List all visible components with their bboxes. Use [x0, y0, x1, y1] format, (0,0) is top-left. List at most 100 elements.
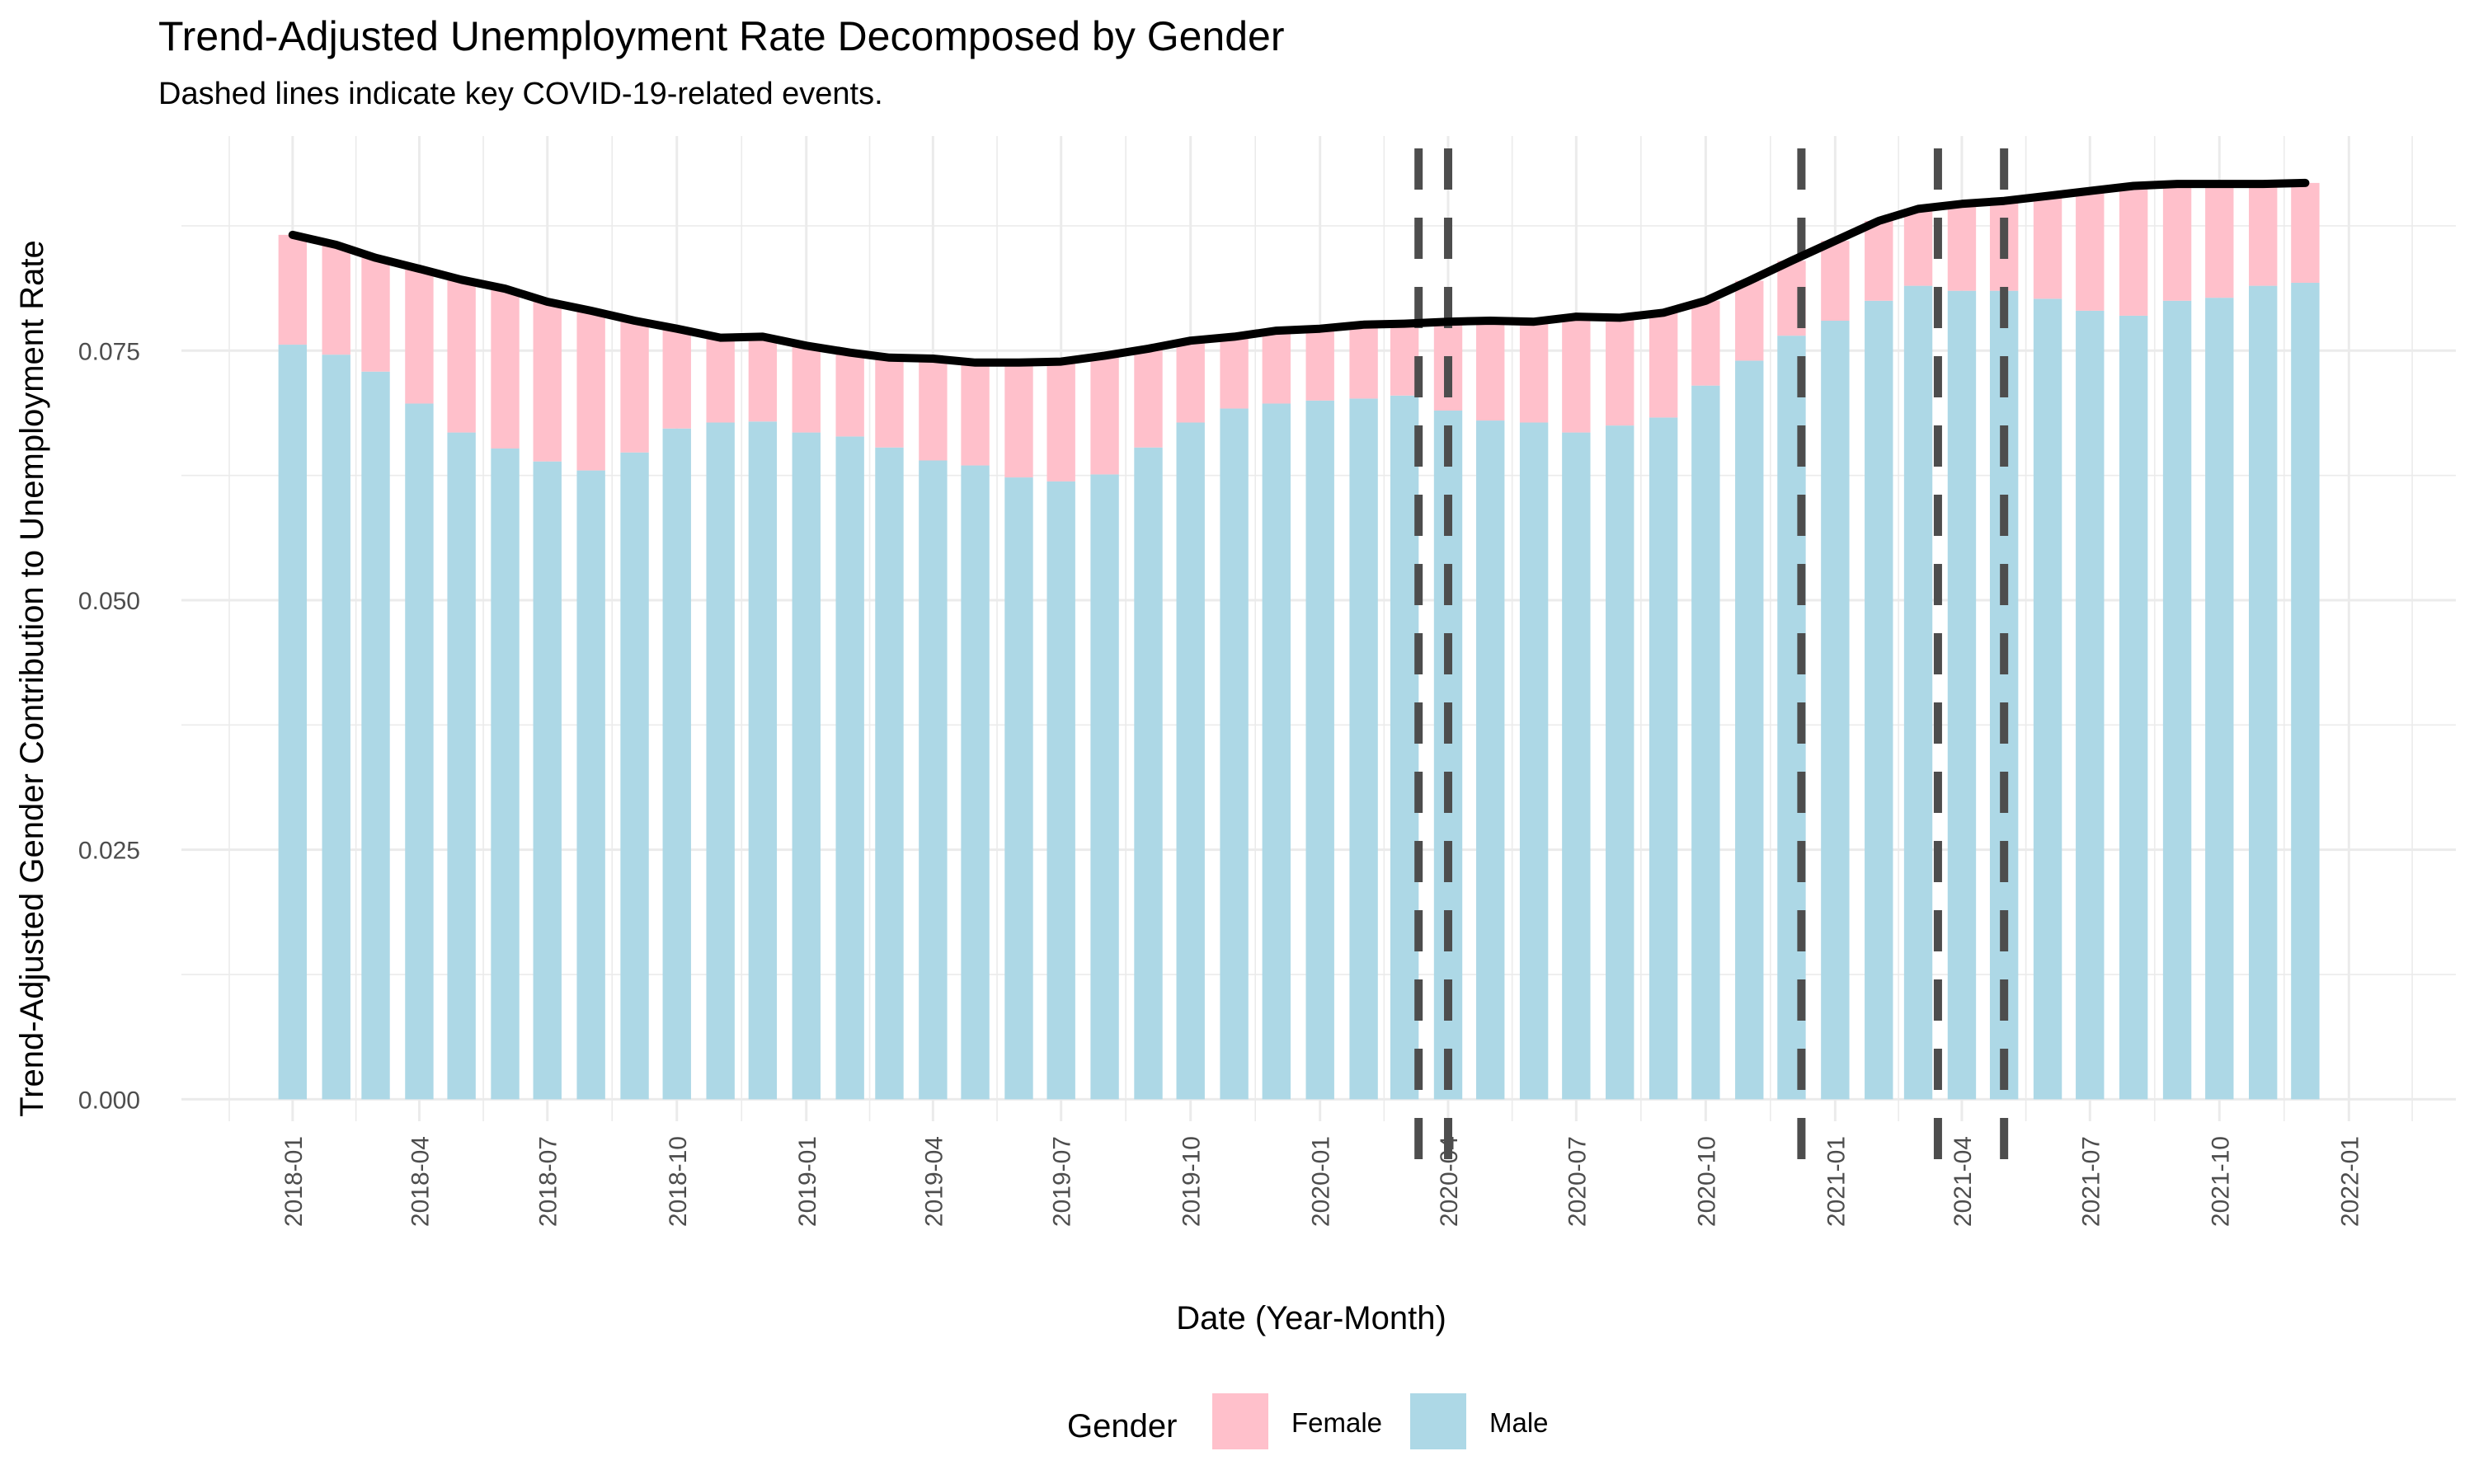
- bar-female: [1821, 241, 1850, 321]
- bar-male: [620, 452, 649, 1100]
- bar-female: [961, 362, 990, 466]
- bar-female: [748, 336, 778, 422]
- x-tick-label: 2020-07: [1564, 1136, 1591, 1227]
- bar-male: [447, 432, 476, 1100]
- trend-line: [288, 178, 2310, 367]
- x-tick-label: 2022-01: [2336, 1136, 2363, 1227]
- bar-female: [278, 234, 308, 345]
- bar-female: [1305, 328, 1334, 401]
- bar-female: [706, 337, 735, 423]
- bar-male: [961, 465, 990, 1100]
- bar-male: [1735, 360, 1764, 1100]
- bar-female: [1047, 361, 1075, 481]
- bar-female: [2205, 182, 2234, 298]
- bar-male: [1989, 290, 2019, 1100]
- bar-male: [919, 460, 948, 1100]
- bar-male: [792, 432, 821, 1100]
- bar-female: [1262, 331, 1291, 404]
- bar-male: [1220, 408, 1249, 1100]
- bar-female: [1735, 280, 1764, 361]
- bar-male: [2033, 298, 2062, 1100]
- bar-male: [2119, 315, 2148, 1100]
- trend-layer: [288, 178, 2310, 367]
- bar-female: [1691, 300, 1720, 386]
- bar-male: [748, 421, 778, 1100]
- x-tick-label: 2019-07: [1049, 1136, 1076, 1227]
- x-axis-title: Date (Year-Month): [1176, 1300, 1446, 1336]
- legend: Gender Female Male: [1067, 1393, 1549, 1449]
- bar-male: [1390, 395, 1419, 1100]
- bar-male: [1947, 290, 1977, 1100]
- bar-female: [1176, 340, 1205, 423]
- bar-female: [322, 244, 350, 355]
- bar-female: [2291, 182, 2320, 283]
- bar-male: [2248, 285, 2278, 1100]
- x-tick-label: 2018-07: [535, 1136, 562, 1227]
- bar-female: [491, 289, 520, 448]
- x-tick-label: 2019-04: [920, 1136, 948, 1227]
- bar-female: [1220, 336, 1249, 409]
- x-tick-label: 2020-04: [1436, 1136, 1463, 1227]
- bar-female: [2248, 182, 2278, 286]
- bar-male: [1090, 474, 1119, 1100]
- bar-female: [1004, 362, 1033, 478]
- bar-male: [1519, 422, 1549, 1100]
- bar-female: [1390, 323, 1419, 396]
- x-tick-label: 2021-04: [1950, 1136, 1977, 1227]
- x-tick-label: 2020-01: [1308, 1136, 1335, 1227]
- bar-male: [835, 436, 864, 1100]
- y-tick-label: 0.075: [78, 338, 140, 365]
- bar-male: [1262, 403, 1291, 1100]
- bar-male: [491, 448, 520, 1100]
- y-tick-label: 0.025: [78, 838, 140, 865]
- y-tick-label: 0.000: [78, 1087, 140, 1114]
- bar-female: [875, 357, 904, 448]
- bar-male: [1176, 422, 1205, 1100]
- bar-female: [1562, 317, 1591, 433]
- bar-male: [2162, 300, 2192, 1100]
- x-tick-label: 2018-04: [407, 1136, 434, 1227]
- bar-female: [1476, 320, 1505, 421]
- bar-female: [447, 279, 476, 433]
- bar-male: [1047, 481, 1075, 1100]
- y-tick-label: 0.050: [78, 588, 140, 615]
- bar-female: [1134, 348, 1163, 448]
- x-tick-label: 2018-10: [665, 1136, 692, 1227]
- bar-male: [2291, 282, 2320, 1100]
- bar-male: [875, 447, 904, 1100]
- bar-male: [361, 371, 390, 1100]
- bar-female: [1865, 220, 1893, 301]
- bar-male: [1134, 447, 1163, 1100]
- bar-male: [1562, 432, 1591, 1100]
- legend-swatch-female: [1212, 1393, 1268, 1449]
- chart-subtitle: Dashed lines indicate key COVID-19-relat…: [158, 77, 883, 111]
- bar-female: [1903, 209, 1933, 286]
- bar-male: [1349, 398, 1378, 1100]
- bar-female: [1349, 324, 1378, 399]
- bar-male: [1903, 285, 1933, 1100]
- bar-male: [1865, 300, 1893, 1100]
- bar-female: [1519, 322, 1549, 423]
- bar-female: [533, 301, 562, 462]
- bar-female: [361, 257, 390, 372]
- bar-male: [1305, 400, 1334, 1100]
- bar-female: [919, 358, 948, 461]
- bar-male: [1606, 425, 1634, 1100]
- bar-female: [792, 345, 821, 433]
- bar-female: [405, 269, 434, 404]
- x-tick-label: 2021-10: [2207, 1136, 2234, 1227]
- bar-male: [533, 461, 562, 1100]
- bar-female: [576, 310, 605, 471]
- bar-female: [1090, 355, 1119, 475]
- bar-male: [1476, 420, 1505, 1100]
- x-tick-label: 2021-07: [2077, 1136, 2105, 1227]
- bar-male: [1821, 320, 1850, 1100]
- legend-title: Gender: [1067, 1408, 1177, 1444]
- bar-female: [1649, 312, 1678, 418]
- x-tick-label: 2019-01: [794, 1136, 821, 1227]
- bar-female: [662, 328, 691, 429]
- y-axis-title: Trend-Adjusted Gender Contribution to Un…: [14, 240, 50, 1117]
- bar-male: [405, 403, 434, 1100]
- bar-male: [2205, 298, 2234, 1100]
